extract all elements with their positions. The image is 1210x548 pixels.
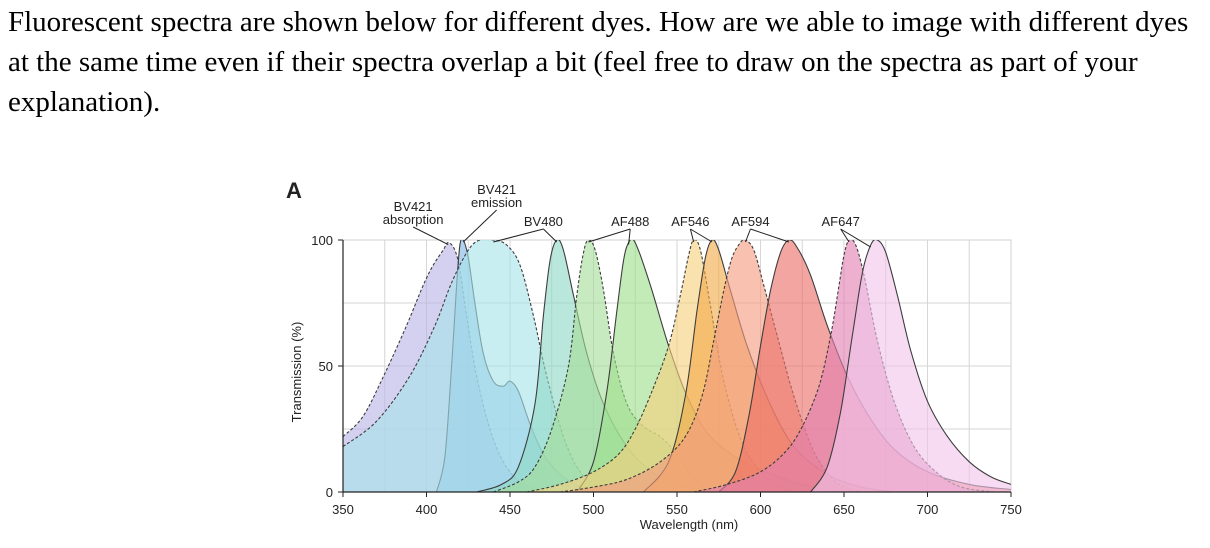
question-text: Fluorescent spectra are shown below for … xyxy=(8,6,1189,118)
x-tick-label: 750 xyxy=(1000,502,1022,517)
x-tick-label: 450 xyxy=(499,502,521,517)
series-label-af647_em: AF647 xyxy=(822,214,871,248)
series-label-line: AF594 xyxy=(731,214,769,229)
spectrum-curve-bv480_abs xyxy=(343,240,619,492)
spectrum-fill-bv480_em xyxy=(476,240,711,492)
x-axis-label: Wavelength (nm) xyxy=(640,517,739,532)
series-label-pointer xyxy=(750,228,790,243)
series-label-pointer xyxy=(543,228,558,243)
series-label-pointer xyxy=(462,209,497,243)
spectrum-curve-af488_abs xyxy=(493,240,711,492)
spectrum-curve-af647_abs xyxy=(693,240,995,492)
series-label-line: AF647 xyxy=(822,214,860,229)
x-tick-label: 700 xyxy=(917,502,939,517)
series-label-line: AF546 xyxy=(671,214,709,229)
series-label-af594_em: AF594 xyxy=(731,214,790,243)
series-label-line: emission xyxy=(471,195,522,210)
spectrum-curve-af647_em xyxy=(810,240,1011,492)
axes: 350 400 450 500 550 600 650 700 750 0 50 100 Wavelen… xyxy=(289,233,1022,532)
series-label-af546_em: AF546 xyxy=(671,214,713,243)
x-tick-label: 500 xyxy=(583,502,605,517)
y-axis-label: Transmission (%) xyxy=(289,322,304,423)
series-label-text: AF647 xyxy=(822,214,860,229)
spectrum-fill-af488_abs xyxy=(493,240,711,492)
spectrum-fill-af594_em xyxy=(718,240,1011,492)
series-label-text: AF594 xyxy=(731,214,769,229)
series-label-line: BV480 xyxy=(524,214,563,229)
series-label-text: AF546 xyxy=(671,214,709,229)
x-tick-label: 350 xyxy=(332,502,354,517)
series-label-pointer xyxy=(412,226,449,245)
series-label-pointer xyxy=(840,228,871,248)
panel-label: A xyxy=(286,178,302,203)
series-label-af488_em: AF488 xyxy=(611,214,649,245)
x-tick-label: 550 xyxy=(666,502,688,517)
series-label-text: AF488 xyxy=(611,214,649,229)
x-tick-label: 600 xyxy=(750,502,772,517)
y-tick-label: 0 xyxy=(326,485,333,500)
spectra-areas xyxy=(343,240,1011,492)
series-label-pointer-absorption xyxy=(588,228,631,243)
series-label-pointer xyxy=(628,228,631,245)
y-tick-label: 100 xyxy=(311,233,333,248)
series-label-text: BV480 xyxy=(524,214,563,229)
series-label-text: BV421 absorption xyxy=(383,199,444,227)
series-label-pointer-absorption xyxy=(689,228,695,243)
series-label-pointer-absorption xyxy=(493,228,544,243)
series-label-bv480_em: BV480 xyxy=(524,214,563,243)
spectrum-fill-af647_abs xyxy=(693,240,995,492)
series-label-bv421_abs: BV421 absorption xyxy=(383,199,449,245)
spectrum-curve-af546_abs xyxy=(526,240,795,492)
series-label-pointer-absorption xyxy=(840,228,850,243)
series-label-pointer xyxy=(690,228,713,243)
x-tick-label: 400 xyxy=(416,502,438,517)
series-label-bv421_em: BV421 emission xyxy=(462,182,522,243)
spectrum-fill-af647_em xyxy=(810,240,1011,492)
series-label-text: BV421 emission xyxy=(471,182,522,210)
series-label-line: BV421 xyxy=(477,182,516,197)
x-tick-label: 650 xyxy=(833,502,855,517)
series-label-pointer-absorption xyxy=(745,228,751,243)
series-label-line: AF488 xyxy=(611,214,649,229)
y-tick-label: 50 xyxy=(319,359,333,374)
series-label-line: BV421 xyxy=(394,199,433,214)
series-label-line: absorption xyxy=(383,212,444,227)
